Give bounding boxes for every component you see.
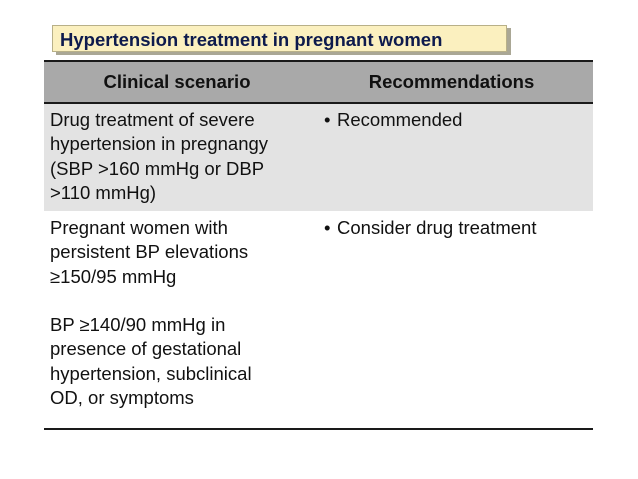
recommendation-cell: • Recommended [310,104,593,211]
recommendation-text: Recommended [337,109,463,130]
recommendations-table: Clinical scenario Recommendations Drug t… [44,60,593,430]
recommendation-item: • Recommended [324,108,589,132]
bullet-icon: • [324,217,331,238]
scenario-line: hypertension, subclinical [50,362,252,384]
scenario-line: Pregnant women with [50,217,228,238]
table-row: Pregnant women with persistent BP elevat… [44,212,593,430]
scenario-line: OD, or symptoms [50,387,194,409]
table-header-row: Clinical scenario Recommendations [44,60,593,104]
header-clinical-scenario: Clinical scenario [103,71,251,92]
scenario-line: ≥150/95 mmHg [50,265,177,287]
scenario-line: persistent BP elevations [50,241,249,263]
recommendation-cell: • Consider drug treatment [310,212,593,428]
table-row: Drug treatment of severe hypertension in… [44,104,593,212]
slide-title: Hypertension treatment in pregnant women [52,25,507,52]
header-recommendations: Recommendations [368,71,535,92]
paragraph-gap [50,289,306,313]
recommendation-text: Consider drug treatment [337,217,537,238]
scenario-line: hypertension in pregnangy [50,133,269,155]
scenario-line: >110 mmHg) [50,181,157,203]
scenario-line: BP ≥140/90 mmHg in [50,314,226,336]
scenario-cell: Pregnant women with persistent BP elevat… [44,212,310,428]
bullet-icon: • [324,109,331,130]
scenario-line: Drug treatment of severe [50,109,255,130]
scenario-line: presence of gestational [50,338,242,360]
recommendation-item: • Consider drug treatment [324,216,589,240]
scenario-cell: Drug treatment of severe hypertension in… [44,104,310,211]
scenario-line: (SBP >160 mmHg or DBP [50,157,265,179]
